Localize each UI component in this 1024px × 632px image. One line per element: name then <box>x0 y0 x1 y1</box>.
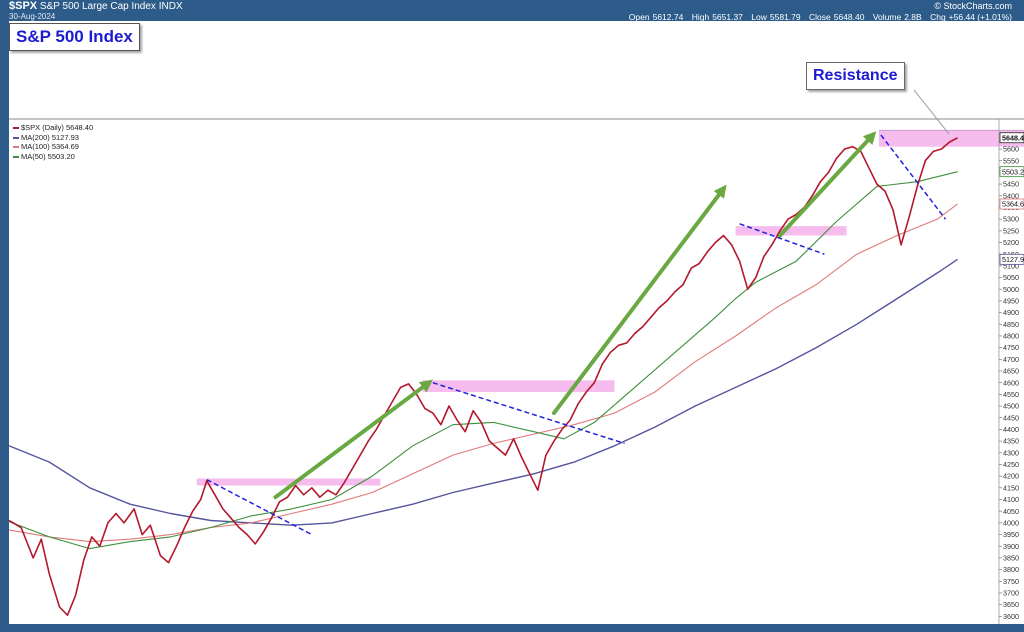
legend-swatch <box>13 146 19 149</box>
price-tag-label: 5364.6 <box>1002 200 1024 209</box>
price-chart: 3600 3650 3700 3750 3800 3850 3900 3950 4000 4050… <box>8 89 1024 624</box>
chg-label: Chg <box>930 12 946 22</box>
brand-watermark: © StockCharts.com <box>934 1 1012 11</box>
high-label: High <box>691 12 710 22</box>
quote-bar: Open 5612.74 High 5651.37 Low 5581.79 Close… <box>623 12 1012 22</box>
volume-label: Volume <box>872 12 902 22</box>
y-tick-label: 4550 <box>1003 390 1019 399</box>
high-value: 5651.37 <box>712 12 743 22</box>
y-tick-label: 3950 <box>1003 530 1019 539</box>
y-tick-label: 3650 <box>1003 600 1019 609</box>
legend-swatch <box>13 136 19 139</box>
symbol-text: $SPX <box>9 0 38 12</box>
legend-item-price: $SPX (Daily) 5648.40 <box>13 123 93 133</box>
y-tick-label: 4350 <box>1003 437 1019 446</box>
y-tick-label: 4150 <box>1003 483 1019 492</box>
y-tick-label: 4400 <box>1003 425 1019 434</box>
series-line-ma100 <box>8 203 958 543</box>
legend-swatch <box>13 155 19 158</box>
exchange-text: INDX <box>158 1 183 12</box>
y-tick-label: 4700 <box>1003 355 1019 364</box>
y-tick-label: 5550 <box>1003 156 1019 165</box>
y-tick-label: 3800 <box>1003 565 1019 574</box>
series-line-price <box>8 137 958 616</box>
y-tick-label: 5600 <box>1003 145 1019 154</box>
volume-value: 2.8B <box>904 12 922 22</box>
y-tick-label: 4750 <box>1003 343 1019 352</box>
price-tag-label: 5503.2 <box>1002 167 1024 176</box>
trend-arrow-2 <box>778 131 877 238</box>
y-tick-label: 3750 <box>1003 577 1019 586</box>
open-label: Open <box>628 12 650 22</box>
y-tick-label: 4800 <box>1003 332 1019 341</box>
y-tick-label: 4900 <box>1003 308 1019 317</box>
series-line-ma200 <box>8 258 958 526</box>
y-tick-label: 4450 <box>1003 413 1019 422</box>
y-tick-label: 3700 <box>1003 589 1019 598</box>
legend-label: $SPX (Daily) 5648.40 <box>21 123 94 132</box>
chart-title: S&P 500 Index <box>9 23 140 51</box>
chg-value: +56.44 (+1.01%) <box>948 12 1012 22</box>
y-tick-label: 3600 <box>1003 612 1019 621</box>
index-name: S&P 500 Large Cap Index <box>39 1 156 12</box>
close-label: Close <box>809 12 831 22</box>
legend-swatch <box>13 127 19 130</box>
y-tick-label: 5100 <box>1003 261 1019 270</box>
y-tick-label: 4000 <box>1003 518 1019 527</box>
trend-arrow-0 <box>273 379 433 500</box>
highlight-zone-1 <box>422 380 615 393</box>
price-tag-label: 5648.4 <box>1002 133 1024 142</box>
y-tick-label: 3850 <box>1003 554 1019 563</box>
chart-date: 30-Aug-2024 <box>9 12 56 21</box>
y-tick-label: 5450 <box>1003 180 1019 189</box>
open-value: 5612.74 <box>652 12 684 22</box>
y-tick-label: 5000 <box>1003 285 1019 294</box>
y-tick-label: 4200 <box>1003 472 1019 481</box>
y-tick-label: 4950 <box>1003 297 1019 306</box>
highlight-zone-2 <box>735 226 847 236</box>
legend-label: MA(200) 5127.93 <box>21 132 79 142</box>
trend-arrow-1 <box>551 184 727 416</box>
legend-item-ma50: MA(50) 5503.20 <box>13 152 93 162</box>
trendline-2 <box>739 223 825 255</box>
series-line-ma50 <box>8 171 958 550</box>
legend-label: MA(100) 5364.69 <box>21 142 79 151</box>
trendline-3 <box>880 134 947 220</box>
trendline-0 <box>206 478 313 536</box>
y-tick-label: 5250 <box>1003 226 1019 235</box>
plot-area: 3600 3650 3700 3750 3800 3850 3900 3950 4000 4050… <box>8 21 1024 624</box>
price-tag-box <box>999 253 1024 265</box>
y-tick-label: 5300 <box>1003 215 1019 224</box>
y-tick-label: 5400 <box>1003 191 1019 200</box>
resistance-callout: Resistance <box>806 62 905 90</box>
close-value: 5648.40 <box>833 12 865 22</box>
legend: $SPX (Daily) 5648.40 MA(200) 5127.93 MA(… <box>13 123 93 161</box>
trendline-1 <box>432 381 625 445</box>
y-tick-label: 5200 <box>1003 238 1019 247</box>
callout-leader <box>913 89 950 135</box>
y-tick-label: 4500 <box>1003 402 1019 411</box>
y-tick-label: 4250 <box>1003 460 1019 469</box>
header-symbol: $SPX S&P 500 Large Cap Index INDX <box>9 0 183 13</box>
price-tag-box <box>999 166 1024 178</box>
low-value: 5581.79 <box>769 12 801 22</box>
y-tick-label: 3900 <box>1003 542 1019 551</box>
highlight-zone-3 <box>878 130 1024 147</box>
y-tick-label: 4650 <box>1003 367 1019 376</box>
legend-label: MA(50) 5503.20 <box>21 151 75 161</box>
legend-item-ma200: MA(200) 5127.93 <box>13 133 93 143</box>
y-tick-label: 4050 <box>1003 507 1019 516</box>
y-tick-label: 4100 <box>1003 495 1019 504</box>
y-tick-label: 4850 <box>1003 320 1019 329</box>
y-tick-label: 5050 <box>1003 273 1019 282</box>
legend-item-ma100: MA(100) 5364.69 <box>13 142 93 152</box>
low-label: Low <box>751 12 767 22</box>
y-tick-label: 4300 <box>1003 448 1019 457</box>
price-tag-box <box>999 132 1024 144</box>
highlight-zone-0 <box>196 478 381 486</box>
y-tick-label: 4600 <box>1003 378 1019 387</box>
price-tag-box <box>999 198 1024 210</box>
price-tag-label: 5127.9 <box>1002 255 1024 264</box>
